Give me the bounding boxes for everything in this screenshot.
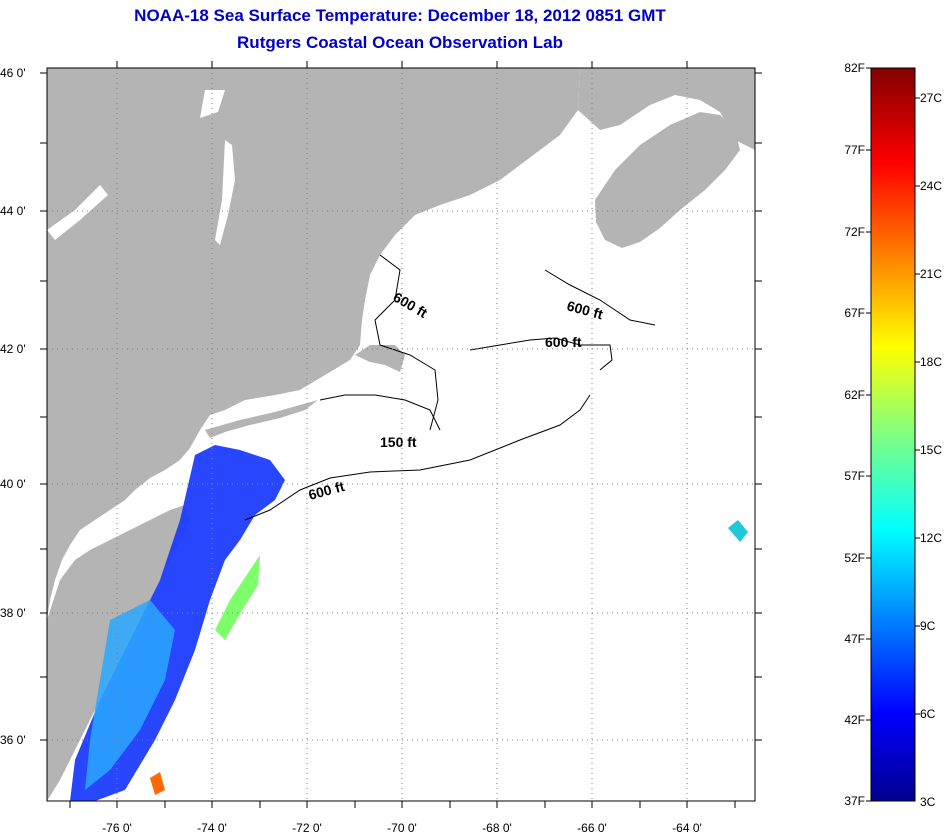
- colorbar-c-21: 21C: [920, 267, 942, 281]
- colorbar-c-24: 24C: [920, 179, 942, 193]
- contour-600ft-shelf-break: [244, 394, 591, 521]
- lake-champlain: [215, 140, 235, 245]
- map-subtitle: Rutgers Coastal Ocean Observation Lab: [237, 33, 563, 52]
- contour-150ft: [319, 394, 441, 431]
- colorbar-f-37: 37F: [844, 794, 865, 808]
- colorbar-ticks: [866, 67, 920, 802]
- lon-label-70: -70 0': [387, 821, 417, 835]
- sst-coastal-cyan: [85, 600, 175, 790]
- lon-label-68: -68 0': [482, 821, 512, 835]
- colorbar-f-82: 82F: [844, 61, 865, 75]
- colorbar-c-15: 15C: [920, 443, 942, 457]
- contour-label-600ft-3: 600 ft: [545, 334, 582, 350]
- lon-label-64: -64 0': [672, 821, 702, 835]
- map-frame: [46, 67, 756, 802]
- colorbar-f-77: 77F: [844, 143, 865, 157]
- lon-label-66: -66 0': [577, 821, 607, 835]
- contour-600ft-scotian-shelf: [544, 269, 656, 326]
- lon-label-74: -74 0': [197, 821, 227, 835]
- sst-offshore-patch: [728, 520, 748, 542]
- colorbar-f-42: 42F: [844, 713, 865, 727]
- lat-label-44: 44 0': [0, 204, 26, 218]
- contour-600ft-northeast-channel: [469, 337, 613, 371]
- land-us-east-coast: [47, 68, 580, 620]
- colorbar-c-6: 6C: [920, 707, 936, 721]
- colorbar-f-62: 62F: [844, 388, 865, 402]
- colorbar-c-27: 27C: [920, 91, 942, 105]
- lat-label-46: 46 0': [0, 66, 26, 80]
- land-canada-maritimes: [578, 68, 755, 150]
- lon-label-76: -76 0': [102, 821, 132, 835]
- lat-label-38: 38 0': [0, 606, 26, 620]
- sst-warm-spot: [150, 772, 165, 795]
- land-nova-scotia: [595, 112, 740, 248]
- sst-gulfstream-green: [215, 555, 260, 640]
- colorbar-f-52: 52F: [844, 551, 865, 565]
- colorbar: [870, 67, 916, 802]
- colorbar-c-12: 12C: [920, 531, 942, 545]
- land-long-island: [205, 400, 318, 438]
- colorbar-c-9: 9C: [920, 619, 936, 633]
- lat-label-42: 42 0': [0, 342, 26, 356]
- colorbar-c-18: 18C: [920, 355, 942, 369]
- lat-label-36: 36 0': [0, 733, 26, 747]
- lat-label-40: 40 0': [0, 477, 26, 491]
- lon-label-72: -72 0': [292, 821, 322, 835]
- lake-ontario: [47, 185, 108, 240]
- colorbar-f-57: 57F: [844, 469, 865, 483]
- colorbar-f-67: 67F: [844, 306, 865, 320]
- colorbar-f-47: 47F: [844, 632, 865, 646]
- map-tick-marks: [40, 61, 762, 808]
- colorbar-f-72: 72F: [844, 225, 865, 239]
- land-cape-cod: [355, 345, 405, 372]
- colorbar-c-3: 3C: [920, 795, 936, 809]
- map-grid: [47, 68, 755, 801]
- map-title: NOAA-18 Sea Surface Temperature: Decembe…: [134, 6, 666, 25]
- contour-label-150ft: 150 ft: [380, 434, 417, 450]
- contour-600ft-gulf-of-maine: [374, 254, 439, 431]
